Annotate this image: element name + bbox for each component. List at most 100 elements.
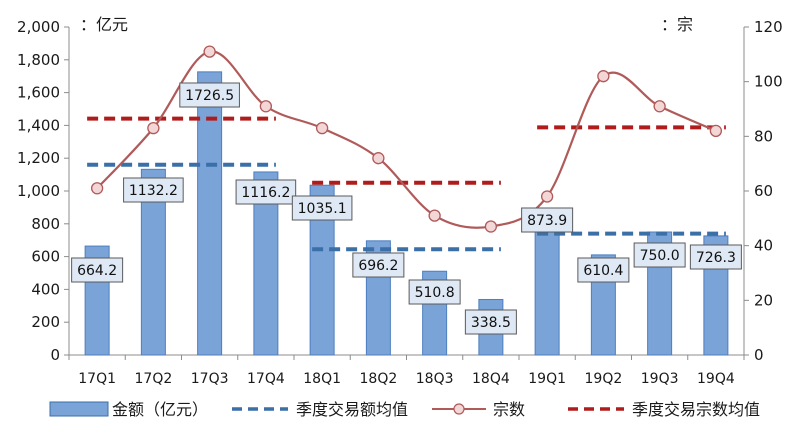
x-tick-label: 19Q3 (641, 371, 679, 387)
bar-data-label: 1132.2 (123, 177, 184, 203)
right-tick-label: 120 (754, 18, 783, 36)
right-tick-label: 100 (754, 73, 783, 91)
legend-swatch-count-marker (453, 403, 465, 415)
bar-data-label-text: 1132.2 (129, 183, 178, 199)
legend-label-amount: 金额（亿元） (112, 400, 208, 419)
bar-data-label: 873.9 (521, 207, 574, 233)
right-tick-label: 0 (754, 346, 764, 364)
right-axis-unit: ：宗 (661, 15, 693, 34)
left-tick-label: 1,000 (17, 182, 60, 200)
right-tick-label: 80 (754, 127, 773, 145)
left-tick-label: 600 (31, 248, 60, 266)
legend-label-count-average: 季度交易宗数均值 (632, 400, 760, 419)
bar-data-label-box (71, 257, 124, 283)
bar-data-label-text: 726.3 (696, 250, 736, 266)
legend-item-count-average: 季度交易宗数均值 (568, 400, 760, 419)
bar-data-label-text: 1726.5 (185, 88, 234, 104)
right-tick-label: 20 (754, 291, 773, 309)
left-tick-label: 1,400 (17, 116, 60, 134)
left-tick-label: 2,000 (17, 18, 60, 36)
left-tick-label: 800 (31, 215, 60, 233)
bar-data-label-text: 1035.1 (298, 201, 347, 217)
bar-data-label-text: 510.8 (415, 285, 455, 301)
count-marker (709, 124, 723, 138)
bar-data-label-text: 338.5 (471, 315, 511, 331)
count-marker (315, 121, 329, 135)
bar-data-label-text: 696.2 (358, 258, 398, 274)
count-marker (372, 152, 385, 165)
left-tick-label: 0 (50, 346, 60, 364)
count-line-path (96, 50, 717, 229)
count-average-lines (87, 116, 726, 185)
x-tick-label: 17Q4 (247, 371, 285, 387)
legend: 金额（亿元） 季度交易额均值 宗数 季度交易宗数均值 (49, 400, 760, 419)
count-marker (203, 45, 216, 58)
count-marker (147, 121, 160, 135)
legend-item-amount: 金额（亿元） (49, 400, 208, 419)
bar-data-label: 1116.2 (235, 179, 297, 205)
count-marker (428, 209, 441, 222)
bar-data-label-box (179, 82, 240, 108)
x-tick-label: 17Q3 (191, 371, 229, 387)
x-tick-label: 17Q1 (78, 371, 116, 387)
bar-data-label-text: 873.9 (527, 213, 567, 229)
legend-item-amount-average: 季度交易额均值 (232, 400, 408, 419)
bar-data-labels: 664.2 1132.2 1726.5 1116.2 1035.1 696.2 510.8 3… (71, 82, 742, 335)
left-axis-unit: ：亿元 (80, 15, 128, 34)
right-tick-label: 60 (754, 182, 773, 200)
bar-data-label-box (521, 207, 574, 233)
x-tick-label: 18Q2 (360, 371, 398, 387)
bar-data-label-box (352, 252, 405, 278)
bar-data-label: 510.8 (408, 279, 461, 305)
bar-data-label: 696.2 (352, 252, 405, 278)
bar-data-label-box (235, 179, 297, 205)
x-tick-label: 18Q3 (416, 371, 454, 387)
count-marker (259, 100, 273, 113)
x-tick-label: 19Q2 (585, 371, 623, 387)
count-marker (90, 182, 104, 195)
x-tick-label: 17Q2 (135, 371, 173, 387)
left-tick-label: 1,200 (17, 149, 60, 167)
left-tick-label: 1,600 (17, 84, 60, 102)
left-tick-label: 200 (31, 313, 60, 331)
bar-data-label-box (123, 177, 184, 203)
legend-item-count: 宗数 (432, 400, 525, 419)
count-marker (597, 70, 610, 83)
bar-data-label: 610.4 (577, 257, 630, 283)
x-tick-label: 19Q1 (528, 371, 566, 387)
count-line (90, 45, 723, 233)
x-tick-label: 18Q1 (303, 371, 341, 387)
bar-data-label: 664.2 (71, 257, 124, 283)
bar-data-label-box (689, 244, 742, 270)
legend-label-count: 宗数 (493, 400, 525, 419)
count-marker (484, 220, 498, 233)
bar-data-label-box (408, 279, 461, 305)
count-marker (540, 190, 554, 203)
bar-data-label-box (633, 242, 686, 268)
bar-data-label-text: 1116.2 (241, 185, 290, 201)
bar-data-label-box (577, 257, 630, 283)
bar-data-label: 726.3 (689, 244, 742, 270)
bar-data-label: 1035.1 (291, 195, 353, 221)
bar-data-label: 750.0 (633, 242, 686, 268)
bar-data-label-text: 664.2 (77, 263, 117, 279)
bar-data-label: 1726.5 (179, 82, 240, 108)
legend-swatch-amount (49, 401, 109, 417)
bar-data-label-text: 750.0 (640, 248, 680, 264)
bar-data-label: 338.5 (464, 309, 517, 335)
legend-label-amount-average: 季度交易额均值 (296, 400, 408, 419)
bar-data-label-box (464, 309, 517, 335)
count-marker (653, 100, 666, 113)
left-tick-label: 400 (31, 280, 60, 298)
x-tick-label: 18Q4 (472, 371, 510, 387)
bar-data-label-box (291, 195, 353, 221)
axes: 02004006008001,0001,2001,4001,6001,8002,… (17, 18, 783, 387)
left-tick-label: 1,800 (17, 51, 60, 69)
bars (84, 71, 729, 356)
right-tick-label: 40 (754, 237, 773, 255)
x-tick-label: 19Q4 (697, 371, 735, 387)
amount-average-lines (87, 162, 726, 252)
bar-data-label-text: 610.4 (583, 263, 623, 279)
